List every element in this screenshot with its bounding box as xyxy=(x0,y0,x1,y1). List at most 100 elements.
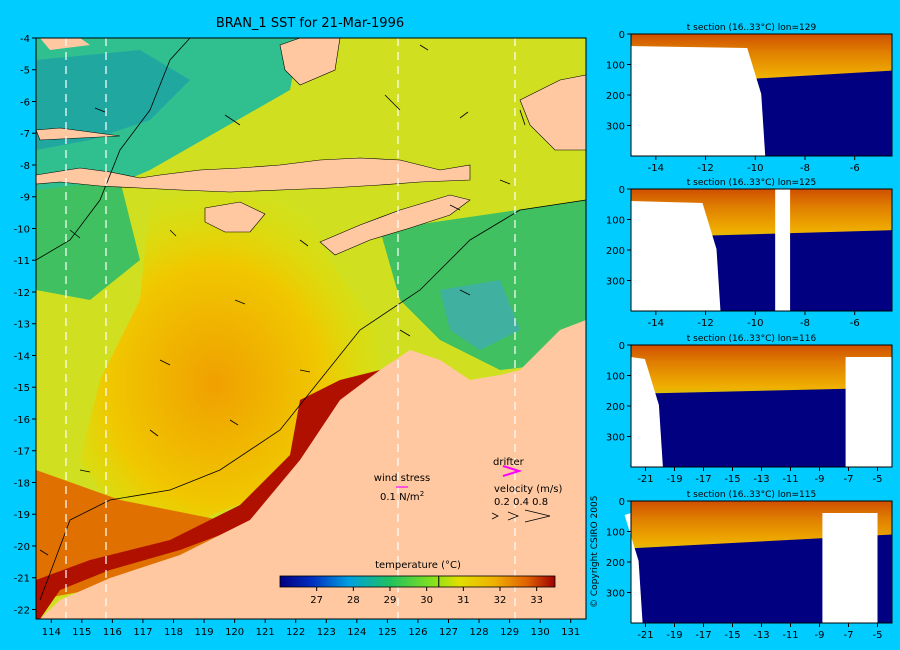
java-coast xyxy=(35,127,121,141)
section-panel-1: t section (16..33°C) lon=129 -14 -12 -10 -8 -… xyxy=(606,23,893,174)
colorbar-tick-label: 30 xyxy=(420,595,433,606)
map-axes: 114 115 116 117 118 119 120 121 122 123 124 125 126 1… xyxy=(14,34,581,638)
section-x-tick-label: -17 xyxy=(695,474,711,485)
section-x-tick-label: -5 xyxy=(873,630,883,641)
section-land-gap xyxy=(775,189,791,311)
y-tick-label: -16 xyxy=(14,415,30,426)
section-y-tick-label: 100 xyxy=(606,61,625,72)
cool-water-core xyxy=(36,50,190,150)
x-tick-label: 129 xyxy=(500,627,519,638)
section-x-tick-label: -6 xyxy=(850,163,860,174)
x-tick-label: 123 xyxy=(317,627,336,638)
section-y-tick-label: 300 xyxy=(606,122,625,133)
x-tick-label: 114 xyxy=(42,627,61,638)
x-tick-label: 116 xyxy=(103,627,122,638)
section-title: t section (16..33°C) lon=115 xyxy=(687,490,816,500)
velocity-arrows xyxy=(491,509,551,523)
copyright-notice: © Copyright CSIRO 2005 xyxy=(590,496,600,608)
x-tick-label: 115 xyxy=(72,627,91,638)
section-land-gap xyxy=(845,357,892,467)
colorbar-tick-label: 28 xyxy=(347,595,360,606)
section-x-tick-label: -12 xyxy=(697,318,713,329)
section-deep-water xyxy=(631,387,892,467)
borneo-coast xyxy=(40,38,90,50)
section-x-tick-label: -21 xyxy=(637,630,653,641)
x-tick-label: 126 xyxy=(408,627,427,638)
colorbar-tick-label: 32 xyxy=(494,595,507,606)
velocity-label: velocity (m/s) xyxy=(494,484,562,495)
section-x-tick-label: -13 xyxy=(753,630,769,641)
colorbar-tick-label: 33 xyxy=(530,595,543,606)
section-y-tick-label: 0 xyxy=(619,341,625,352)
y-tick-label: -10 xyxy=(14,224,30,235)
section-y-tick-label: 0 xyxy=(619,497,625,508)
section-panels: t section (16..33°C) lon=129 -14 -12 -10 -8 -… xyxy=(606,23,893,641)
section-x-tick-label: -8 xyxy=(800,318,810,329)
y-tick-label: -5 xyxy=(20,66,30,77)
section-x-tick-label: -9 xyxy=(815,630,825,641)
section-y-tick-label: 200 xyxy=(606,558,625,569)
australia-land xyxy=(40,320,586,619)
section-y-tick-label: 100 xyxy=(606,372,625,383)
x-tick-label: 124 xyxy=(347,627,366,638)
wind-stress-label: wind stress xyxy=(374,473,430,484)
section-y-tick-label: 200 xyxy=(606,402,625,413)
section-x-tick-label: -8 xyxy=(800,163,810,174)
velocity-scale: 0.2 0.4 0.8 xyxy=(494,497,548,508)
y-tick-label: -12 xyxy=(14,288,30,299)
section-y-tick-label: 0 xyxy=(619,30,625,41)
section-x-tick-label: -10 xyxy=(747,163,763,174)
section-x-tick-label: -14 xyxy=(648,318,664,329)
section-y-tick-label: 100 xyxy=(606,528,625,539)
colorbar-gradient xyxy=(279,575,556,588)
map-legend: wind stress 0.1 N/m2 drifter velocity (m… xyxy=(374,457,562,523)
section-y-tick-label: 300 xyxy=(606,433,625,444)
section-land xyxy=(631,46,766,156)
map-title: BRAN_1 SST for 21-Mar-1996 xyxy=(216,16,404,31)
y-tick-label: -15 xyxy=(14,383,30,394)
x-tick-label: 121 xyxy=(256,627,275,638)
x-tick-label: 117 xyxy=(133,627,152,638)
y-tick-label: -20 xyxy=(14,542,30,553)
section-x-tick-label: -7 xyxy=(844,474,854,485)
section-y-tick-label: 200 xyxy=(606,91,625,102)
section-panel-2: t section (16..33°C) lon=125 -14 -12 -10 -8 -… xyxy=(606,178,893,329)
section-title: t section (16..33°C) lon=129 xyxy=(687,23,817,33)
y-tick-label: -8 xyxy=(20,161,30,172)
section-y-tick-label: 0 xyxy=(619,185,625,196)
x-tick-label: 130 xyxy=(531,627,550,638)
section-x-tick-label: -19 xyxy=(666,630,682,641)
section-x-tick-label: -15 xyxy=(724,474,740,485)
section-y-tick-label: 300 xyxy=(606,589,625,600)
map-frame xyxy=(35,37,587,620)
sumba-island xyxy=(204,201,266,233)
y-tick-label: -14 xyxy=(14,351,30,362)
section-x-tick-label: -21 xyxy=(637,474,653,485)
x-tick-label: 122 xyxy=(286,627,305,638)
section-x-tick-label: -6 xyxy=(850,318,860,329)
colorbar-tick-label: 27 xyxy=(310,595,323,606)
section-x-tick-label: -15 xyxy=(724,630,740,641)
shelf-contour-south xyxy=(39,199,587,601)
section-x-tick-label: -14 xyxy=(648,163,664,174)
section-x-tick-label: -9 xyxy=(815,474,825,485)
section-x-tick-label: -11 xyxy=(782,630,798,641)
section-title: t section (16..33°C) lon=116 xyxy=(687,334,817,344)
colorbar-tick-label: 31 xyxy=(457,595,470,606)
section-x-tick-label: -10 xyxy=(747,318,763,329)
y-tick-label: -19 xyxy=(14,510,30,521)
y-tick-label: -17 xyxy=(14,447,30,458)
x-tick-label: 128 xyxy=(470,627,489,638)
y-tick-label: -4 xyxy=(20,34,30,45)
wind-vectors xyxy=(39,44,526,556)
shelf-contour-north xyxy=(35,37,191,261)
timor-island xyxy=(319,194,471,256)
x-tick-label: 119 xyxy=(195,627,214,638)
y-tick-label: -21 xyxy=(14,574,30,585)
colorbar-label: temperature (°C) xyxy=(375,560,461,571)
cool-water-eddy xyxy=(440,280,520,350)
section-x-tick-label: -19 xyxy=(666,474,682,485)
section-land xyxy=(631,357,663,467)
drifter-arrow xyxy=(502,465,523,477)
